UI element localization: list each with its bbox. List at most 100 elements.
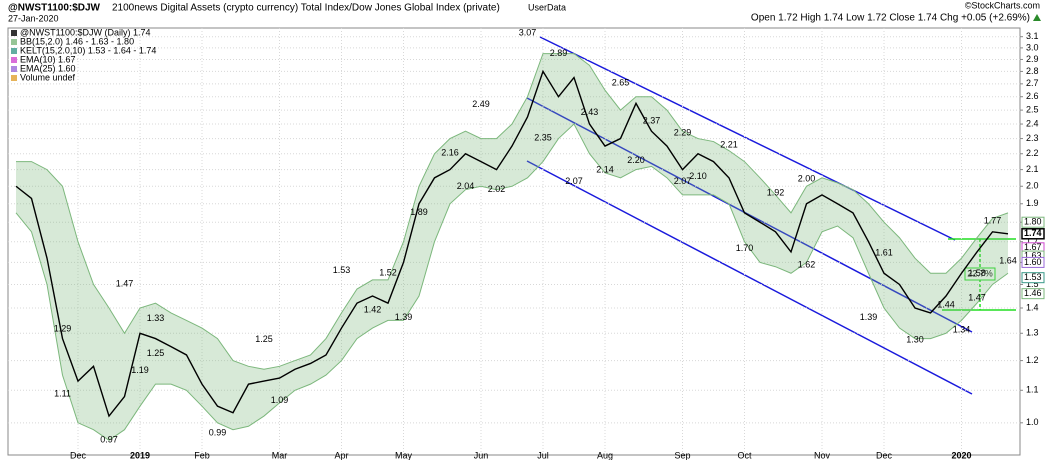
price-label: 2.10 — [689, 171, 707, 181]
price-label: 2.07 — [565, 176, 583, 186]
x-tick-label: 2020 — [951, 450, 971, 460]
last-value-label: 1.46 — [1024, 288, 1042, 298]
last-value-label: 1.74 — [1024, 228, 1042, 238]
last-value-label: 1.60 — [1024, 257, 1042, 267]
x-tick-label: 2019 — [130, 450, 150, 460]
x-tick-label: Nov — [814, 450, 831, 460]
chart-title: @NWST1100:$DJW — [8, 3, 101, 14]
x-tick-label: Feb — [194, 450, 210, 460]
price-label: 2.02 — [488, 184, 506, 194]
last-value-label: 1.53 — [1024, 272, 1042, 282]
channel-line — [526, 160, 973, 395]
channel-line — [526, 97, 973, 333]
y-tick-label: 2.2 — [1026, 148, 1039, 158]
x-tick-label: Dec — [876, 450, 893, 460]
last-value-box — [1021, 288, 1045, 300]
price-line — [15, 69, 1009, 418]
price-label: 2.20 — [627, 155, 645, 165]
price-label: 1.25 — [255, 334, 273, 344]
price-label: 1.19 — [131, 365, 149, 375]
y-tick-label: 2.4 — [1026, 118, 1039, 128]
price-label: 1.52 — [379, 267, 397, 277]
price-label: 1.11 — [54, 389, 71, 399]
y-tick-label: 1.3 — [1026, 328, 1039, 338]
chart-subtitle: 2100news Digital Assets (crypto currency… — [112, 3, 500, 14]
channel-line — [539, 36, 956, 241]
band-line — [16, 53, 1009, 370]
y-tick-label: 2.8 — [1026, 66, 1039, 76]
y-tick-label: 1.7 — [1026, 236, 1039, 246]
price-label: 1.62 — [798, 260, 816, 270]
legend-label: KELT(15,2.0,10) 1.53 - 1.64 - 1.74 — [20, 45, 156, 55]
price-label: 1.33 — [147, 313, 165, 323]
price-label: 2.37 — [643, 116, 661, 126]
price-label: 2.43 — [581, 107, 599, 117]
last-value-box — [1021, 216, 1045, 228]
price-label: 2.14 — [596, 165, 614, 175]
price-label: 2.49 — [472, 99, 490, 109]
legend-label: BB(15,2.0) 1.46 - 1.63 - 1.80 — [20, 36, 134, 46]
x-tick-label: Aug — [597, 450, 613, 460]
x-tick-label: Jun — [474, 450, 489, 460]
date: 27-Jan-2020 — [8, 13, 59, 23]
price-label: 1.47 — [116, 279, 134, 289]
last-value-label: 1.63 — [1024, 250, 1042, 260]
y-tick-label: 2.1 — [1026, 164, 1039, 174]
band-area — [16, 53, 1008, 441]
price-label: 1.47 — [968, 293, 986, 303]
credit: ©StockCharts.com — [965, 0, 1040, 10]
legend-label: @NWST1100:$DJW (Daily) 1.74 — [20, 27, 151, 37]
x-tick-label: Oct — [737, 450, 752, 460]
price-label: 1.89 — [410, 207, 428, 217]
y-tick-label: 3.0 — [1026, 42, 1039, 52]
legend-swatch — [11, 75, 17, 81]
price-label: 1.09 — [271, 395, 289, 405]
x-tick-label: Jul — [537, 450, 549, 460]
price-label: 1.64 — [999, 255, 1017, 265]
y-tick-label: 1.4 — [1026, 302, 1039, 312]
price-label: 1.44 — [937, 300, 955, 310]
legend-swatch — [11, 48, 17, 54]
price-label: 2.89 — [550, 48, 568, 58]
x-tick-label: Apr — [334, 450, 348, 460]
y-tick-label: 3.1 — [1026, 31, 1039, 41]
price-label: 1.34 — [953, 324, 971, 334]
price-label: 2.16 — [441, 147, 459, 157]
price-label: 3.07 — [519, 27, 537, 37]
legend-swatch — [11, 39, 17, 45]
price-label: 2.29 — [674, 127, 692, 137]
legend-label: EMA(10) 1.67 — [20, 54, 76, 64]
y-tick-label: 1.2 — [1026, 355, 1039, 365]
x-tick-label: Sep — [674, 450, 690, 460]
price-label: 1.53 — [333, 265, 351, 275]
last-value-label: 1.80 — [1024, 217, 1042, 227]
y-tick-label: 2.5 — [1026, 104, 1039, 114]
price-label: 1.30 — [906, 335, 924, 345]
y-tick-label: 1.5 — [1026, 279, 1039, 289]
price-label: 1.61 — [875, 248, 893, 258]
y-tick-label: 2.6 — [1026, 91, 1039, 101]
price-label: 2.65 — [612, 78, 630, 88]
price-label: 2.35 — [534, 133, 552, 143]
y-tick-label: 2.9 — [1026, 54, 1039, 64]
annotation-box — [964, 267, 996, 281]
quote: Open 1.72 High 1.74 Low 1.72 Close 1.74 … — [751, 13, 1030, 24]
y-tick-label: 1.0 — [1026, 417, 1039, 427]
y-tick-label: 2.3 — [1026, 133, 1039, 143]
legend-swatch — [11, 66, 17, 72]
price-label: 1.77 — [984, 215, 1002, 225]
price-label: 1.25 — [147, 348, 165, 358]
price-label: 0.99 — [209, 428, 227, 438]
y-tick-label: 2.0 — [1026, 181, 1039, 191]
legend-label: EMA(25) 1.60 — [20, 63, 76, 73]
y-tick-label: 1.9 — [1026, 198, 1039, 208]
price-label: 1.70 — [736, 243, 754, 253]
last-value-box — [1021, 228, 1045, 240]
price-label: 1.39 — [860, 312, 878, 322]
price-label: 1.42 — [364, 305, 382, 315]
price-label: 0.97 — [100, 435, 118, 445]
price-label: 1.39 — [395, 312, 413, 322]
band-line — [15, 123, 1009, 441]
legend-swatch — [11, 57, 17, 63]
